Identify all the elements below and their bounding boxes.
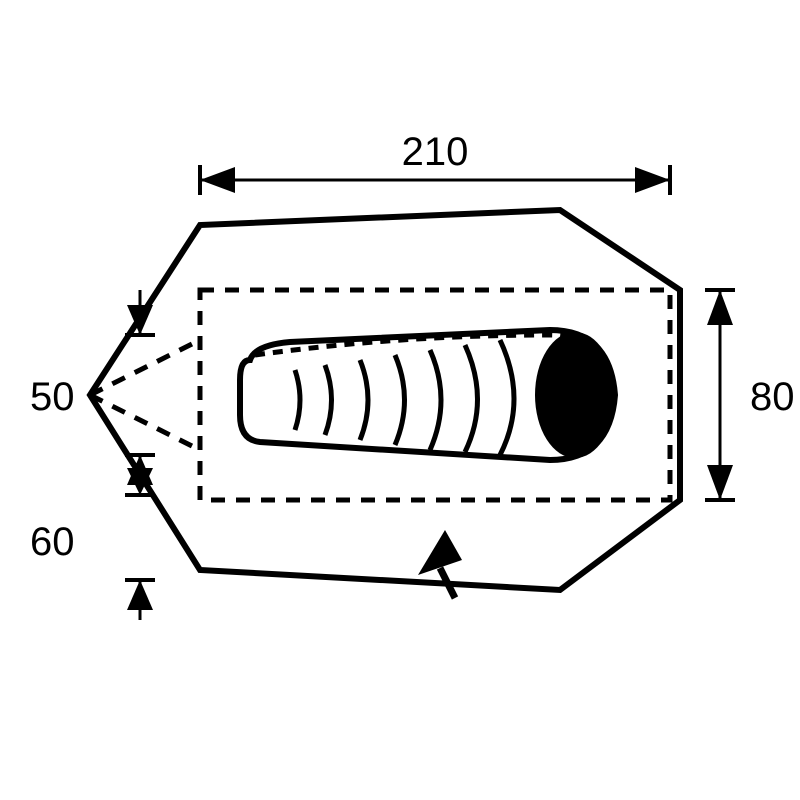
entrance-arrow: [418, 530, 462, 598]
dim-top-label: 210: [402, 130, 469, 174]
sleeping-bag: [240, 330, 615, 460]
tent-diagram: 210 80 50 60: [0, 0, 800, 800]
dim-top: 210: [200, 130, 670, 195]
dim-right: 80: [705, 290, 795, 500]
dim-right-label: 80: [750, 375, 795, 419]
dim-left-60-label: 60: [30, 520, 75, 564]
dim-left-60: 60: [30, 468, 155, 620]
dim-left-50-label: 50: [30, 375, 75, 419]
